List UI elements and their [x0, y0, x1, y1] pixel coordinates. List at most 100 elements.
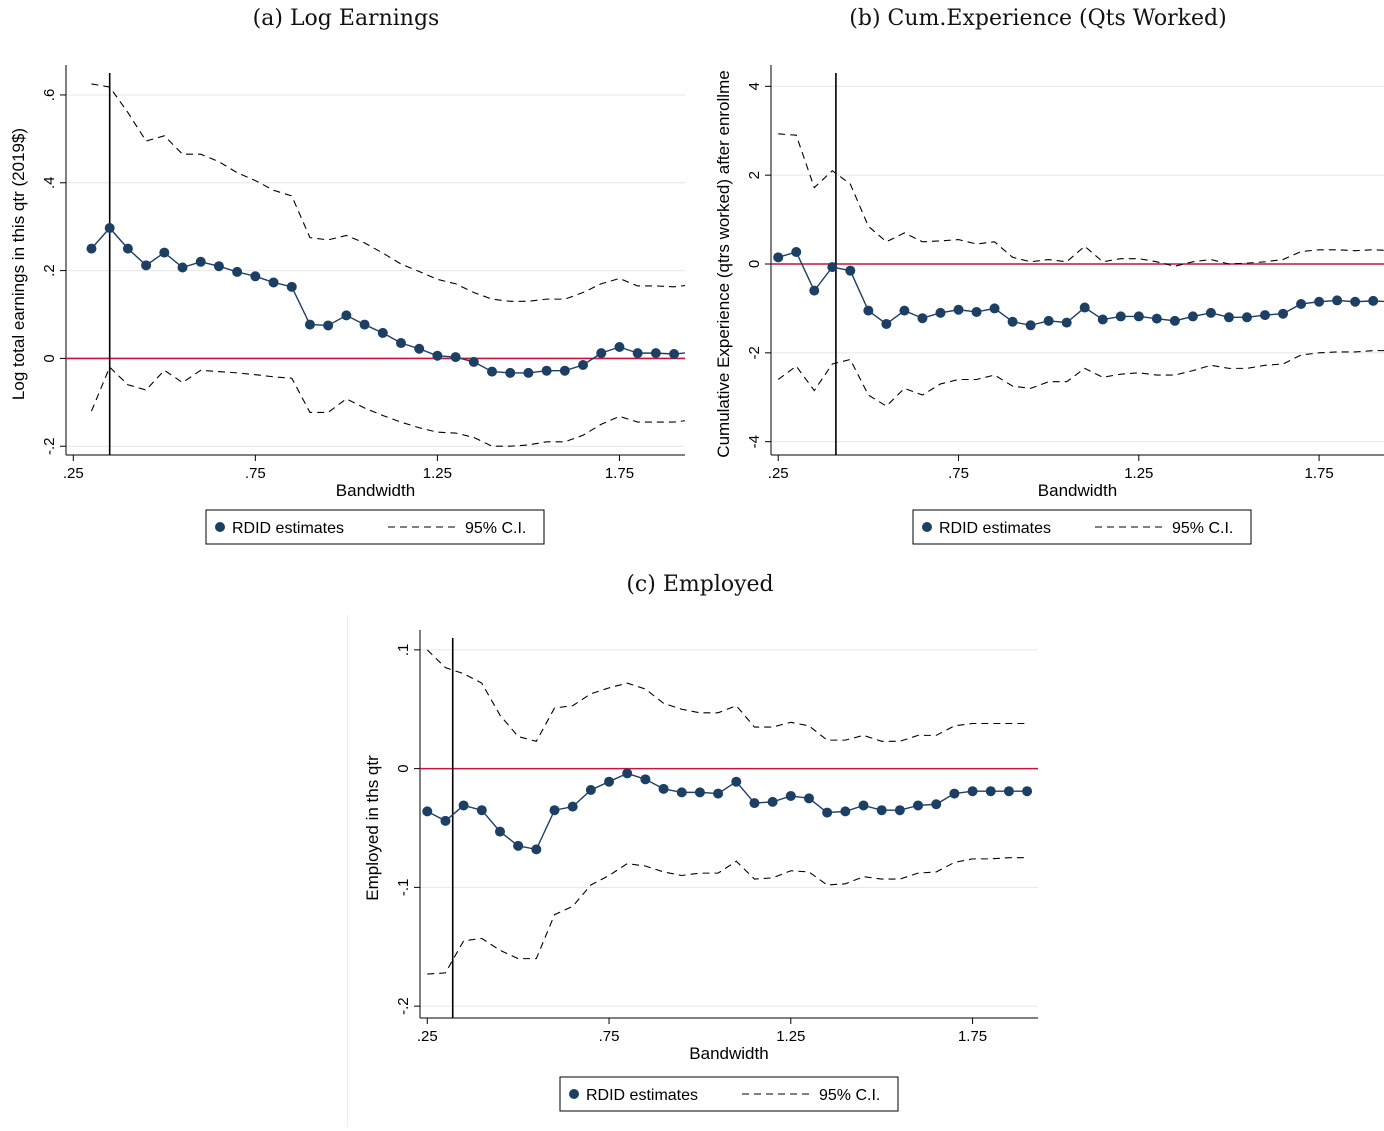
estimate-point	[632, 348, 643, 359]
estimate-point	[1097, 314, 1108, 325]
estimate-point	[687, 347, 697, 357]
x-tick-label: .75	[599, 1028, 620, 1045]
estimate-point	[414, 343, 425, 354]
estimate-point	[658, 783, 669, 794]
plot-marks	[420, 638, 1038, 1018]
x-tick-label: .75	[245, 465, 266, 482]
x-tick-label: 1.25	[1124, 465, 1153, 482]
panel-divider	[347, 615, 348, 1127]
estimate-point	[1007, 316, 1018, 327]
estimate-point	[1151, 313, 1162, 324]
ci-lower-line	[90, 366, 685, 447]
estimate-point	[450, 352, 461, 363]
estimate-point	[141, 260, 152, 271]
estimate-point	[713, 788, 724, 799]
estimate-point	[323, 320, 334, 331]
y-tick-label: -2	[746, 346, 763, 359]
estimate-point	[159, 247, 170, 258]
x-tick-label: 1.25	[423, 465, 452, 482]
estimate-point	[541, 365, 552, 376]
estimate-point	[122, 243, 133, 254]
panel-b-title: (b) Cum.Experience (Qts Worked)	[849, 6, 1227, 31]
y-tick-label: .2	[41, 264, 58, 277]
estimate-point	[827, 262, 838, 273]
estimate-point	[917, 313, 928, 324]
y-tick-label: 0	[41, 354, 58, 362]
legend-estimate-marker	[215, 522, 225, 532]
estimate-point	[1296, 298, 1307, 309]
estimate-point	[213, 261, 224, 272]
estimate-point	[232, 266, 243, 277]
estimate-point	[1241, 312, 1252, 323]
estimate-point	[304, 319, 315, 330]
y-tick-label: 4	[746, 82, 763, 90]
estimate-point	[894, 805, 905, 816]
estimate-point	[549, 805, 560, 816]
estimate-point	[559, 365, 570, 376]
x-axis-title: Bandwidth	[336, 481, 415, 500]
legend-box	[912, 509, 1252, 545]
legend-estimate-label: RDID estimates	[232, 520, 344, 537]
y-tick-label: 0	[746, 260, 763, 268]
estimate-point	[104, 222, 115, 233]
x-axis-title: Bandwidth	[689, 1044, 768, 1063]
y-tick-label: 0	[395, 764, 412, 772]
legend-box	[559, 1076, 899, 1112]
estimate-point	[1314, 296, 1325, 307]
estimate-point	[1003, 786, 1014, 797]
y-tick-label: 2	[746, 171, 763, 179]
legend-estimate-marker	[922, 522, 932, 532]
estimate-point	[1368, 295, 1379, 306]
ci-lower-line	[427, 857, 1028, 975]
estimate-point	[773, 252, 784, 263]
estimate-point	[650, 348, 661, 359]
estimate-point	[513, 840, 524, 851]
estimate-point	[694, 787, 705, 798]
estimate-point	[863, 305, 874, 316]
y-axis-title: Employed in ths qtr	[363, 755, 382, 901]
ci-upper-line	[778, 133, 1384, 267]
estimate-point	[1022, 786, 1033, 797]
estimate-point	[858, 800, 869, 811]
estimate-point	[1260, 310, 1271, 321]
estimate-point	[809, 285, 820, 296]
estimate-point	[1025, 320, 1036, 331]
estimate-point	[1223, 312, 1234, 323]
estimate-point	[377, 327, 388, 338]
legend-estimate-marker	[569, 1089, 579, 1099]
estimate-point	[971, 306, 982, 317]
x-tick-label: 1.75	[605, 465, 634, 482]
estimate-point	[1169, 315, 1180, 326]
estimate-point	[177, 262, 188, 273]
y-tick-label: -4	[746, 435, 763, 448]
estimate-point	[505, 367, 516, 378]
estimate-point	[749, 798, 760, 809]
ci-lower-line	[777, 350, 1384, 407]
legend-estimate-label: RDID estimates	[586, 1087, 698, 1104]
estimate-point	[487, 366, 498, 377]
y-tick-label: .1	[395, 644, 412, 657]
panel-c-title: (c) Employed	[626, 572, 774, 597]
estimate-point	[567, 801, 578, 812]
estimate-point	[422, 806, 433, 817]
legend-ci-label: 95% C.I.	[819, 1087, 880, 1104]
estimate-point	[1043, 315, 1054, 326]
estimate-point	[985, 786, 996, 797]
estimate-point	[1332, 295, 1343, 306]
legend-ci-label: 95% C.I.	[465, 520, 526, 537]
x-tick-label: 1.75	[1304, 465, 1333, 482]
estimate-point	[640, 774, 651, 785]
panel-a-title: (a) Log Earnings	[252, 6, 440, 31]
estimate-point	[935, 307, 946, 318]
x-tick-label: .75	[948, 465, 969, 482]
estimate-point	[494, 826, 505, 837]
estimate-point	[622, 768, 633, 779]
y-tick-label: -.1	[395, 879, 412, 897]
estimate-point	[967, 786, 978, 797]
estimate-point	[440, 815, 451, 826]
log-earnings-chart: -.2 0 .2 .4 .6 .25 .75 1.25 1.75 Bandwidth Log tot…	[9, 65, 685, 545]
estimate-point	[803, 793, 814, 804]
x-axis-title: Bandwidth	[1038, 481, 1117, 500]
estimate-point	[822, 807, 833, 818]
estimate-point	[596, 348, 607, 359]
